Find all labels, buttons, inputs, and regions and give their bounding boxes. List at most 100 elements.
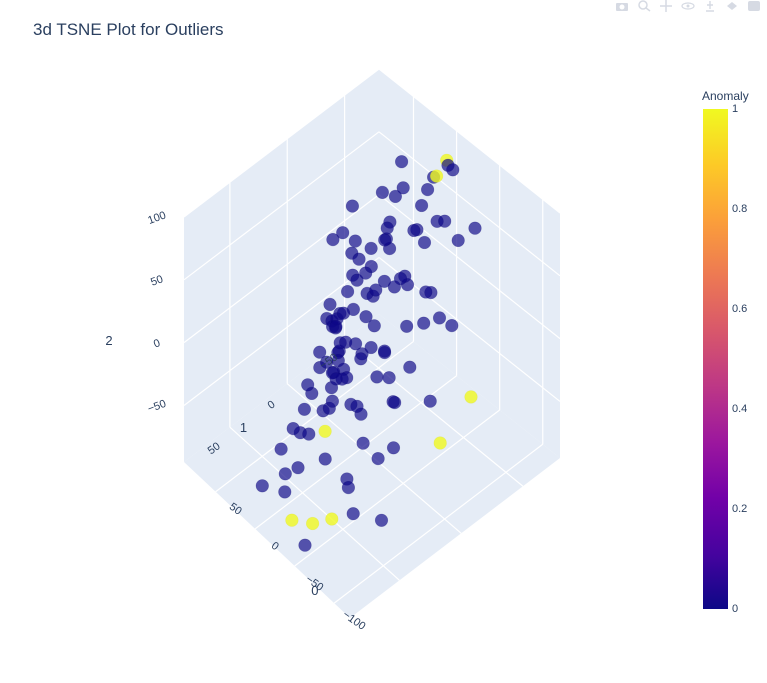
normal-point[interactable] bbox=[388, 189, 403, 203]
normal-point[interactable] bbox=[377, 274, 392, 288]
normal-point[interactable] bbox=[374, 513, 389, 527]
normal-point[interactable] bbox=[320, 355, 334, 369]
normal-point[interactable] bbox=[354, 352, 368, 366]
y-axis-title: 1 bbox=[240, 420, 247, 435]
normal-point[interactable] bbox=[367, 319, 381, 333]
normal-point[interactable] bbox=[323, 297, 337, 312]
normal-point[interactable] bbox=[369, 283, 383, 297]
normal-point[interactable] bbox=[348, 234, 362, 248]
normal-point[interactable] bbox=[468, 221, 482, 235]
normal-point[interactable] bbox=[445, 319, 459, 333]
normal-point[interactable] bbox=[326, 233, 340, 247]
normal-point[interactable] bbox=[377, 344, 392, 358]
normal-point[interactable] bbox=[419, 285, 433, 299]
normal-point[interactable] bbox=[318, 452, 332, 466]
normal-point[interactable] bbox=[298, 538, 312, 552]
normal-point[interactable] bbox=[301, 378, 315, 392]
normal-point[interactable] bbox=[346, 507, 360, 521]
normal-point[interactable] bbox=[375, 185, 390, 199]
normal-point[interactable] bbox=[386, 441, 401, 455]
normal-point[interactable] bbox=[415, 198, 429, 213]
normal-point[interactable] bbox=[370, 370, 384, 384]
normal-point[interactable] bbox=[407, 223, 421, 238]
normal-point[interactable] bbox=[438, 214, 452, 228]
normal-point[interactable] bbox=[364, 241, 378, 255]
normal-point[interactable] bbox=[400, 319, 414, 333]
normal-point[interactable] bbox=[329, 320, 343, 334]
normal-point[interactable] bbox=[446, 163, 460, 177]
colorbar-bar bbox=[703, 109, 728, 609]
normal-point[interactable] bbox=[336, 306, 351, 320]
anomaly-point[interactable] bbox=[464, 390, 478, 404]
reset-camera-icon[interactable] bbox=[725, 0, 739, 12]
plotly-logo-icon[interactable] bbox=[747, 0, 761, 12]
normal-point[interactable] bbox=[352, 252, 366, 266]
normal-point[interactable] bbox=[274, 442, 288, 456]
normal-point[interactable] bbox=[382, 371, 396, 385]
zoom-icon[interactable] bbox=[637, 0, 651, 12]
anomaly-point[interactable] bbox=[325, 512, 339, 526]
normal-point[interactable] bbox=[278, 485, 292, 499]
normal-point[interactable] bbox=[341, 285, 355, 299]
normal-point[interactable] bbox=[297, 402, 312, 416]
gridline-z-wall-x bbox=[183, 68, 380, 218]
normal-point[interactable] bbox=[325, 394, 340, 408]
normal-point[interactable] bbox=[356, 436, 370, 450]
normal-point[interactable] bbox=[395, 155, 409, 169]
anomaly-point[interactable] bbox=[285, 513, 299, 527]
normal-point[interactable] bbox=[451, 233, 465, 247]
anomaly-point[interactable] bbox=[433, 436, 447, 450]
camera-icon[interactable] bbox=[615, 0, 629, 12]
normal-point[interactable] bbox=[371, 452, 385, 466]
normal-point[interactable] bbox=[378, 233, 392, 247]
normal-point[interactable] bbox=[329, 372, 343, 386]
normal-point[interactable] bbox=[302, 427, 316, 441]
anomaly-point[interactable] bbox=[306, 516, 320, 531]
normal-point[interactable] bbox=[393, 272, 408, 286]
scatter-points[interactable] bbox=[255, 153, 482, 552]
colorbar: 0 0.2 0.4 0.6 0.8 1 bbox=[703, 103, 747, 615]
gridline-y-floor bbox=[229, 426, 400, 581]
normal-point[interactable] bbox=[350, 399, 364, 413]
anomaly-point[interactable] bbox=[318, 424, 332, 438]
normal-point[interactable] bbox=[380, 221, 394, 235]
normal-point[interactable] bbox=[386, 395, 400, 409]
colorbar-tick-label: 0.6 bbox=[732, 303, 747, 315]
normal-point[interactable] bbox=[336, 226, 350, 240]
colorbar-tick-label: 0 bbox=[732, 603, 738, 615]
normal-point[interactable] bbox=[286, 422, 300, 436]
anomaly-point[interactable] bbox=[430, 169, 444, 183]
normal-point[interactable] bbox=[278, 467, 292, 481]
normal-point[interactable] bbox=[341, 481, 356, 495]
normal-point[interactable] bbox=[313, 345, 327, 359]
scene-gridlines bbox=[183, 68, 561, 604]
normal-point[interactable] bbox=[403, 360, 417, 374]
normal-point[interactable] bbox=[417, 235, 432, 250]
x-tick-label: −100 bbox=[340, 609, 367, 633]
gridline-z-wall-x bbox=[183, 131, 380, 281]
normal-point[interactable] bbox=[359, 310, 373, 324]
colorbar-tick-label: 0.2 bbox=[732, 503, 747, 515]
normal-point[interactable] bbox=[364, 259, 378, 274]
normal-point[interactable] bbox=[417, 316, 431, 330]
normal-point[interactable] bbox=[364, 340, 378, 355]
colorbar-tick-label: 1 bbox=[732, 103, 738, 115]
normal-point[interactable] bbox=[432, 311, 447, 325]
normal-point[interactable] bbox=[350, 273, 364, 287]
turntable-icon[interactable] bbox=[703, 0, 717, 12]
normal-point[interactable] bbox=[255, 479, 269, 493]
z-tick-label: −50 bbox=[146, 398, 168, 416]
gridline-x-floor bbox=[294, 409, 501, 567]
gridline-z-wall-x bbox=[183, 256, 380, 406]
gridline-x-floor bbox=[333, 443, 544, 604]
normal-point[interactable] bbox=[396, 181, 410, 195]
y-tick-label: 50 bbox=[206, 440, 223, 457]
normal-point[interactable] bbox=[423, 394, 437, 408]
normal-point[interactable] bbox=[345, 199, 360, 213]
pan-icon[interactable] bbox=[659, 0, 673, 12]
normal-point[interactable] bbox=[421, 183, 435, 197]
normal-point[interactable] bbox=[349, 337, 363, 351]
normal-point[interactable] bbox=[291, 461, 305, 475]
orbit-icon[interactable] bbox=[681, 0, 695, 12]
